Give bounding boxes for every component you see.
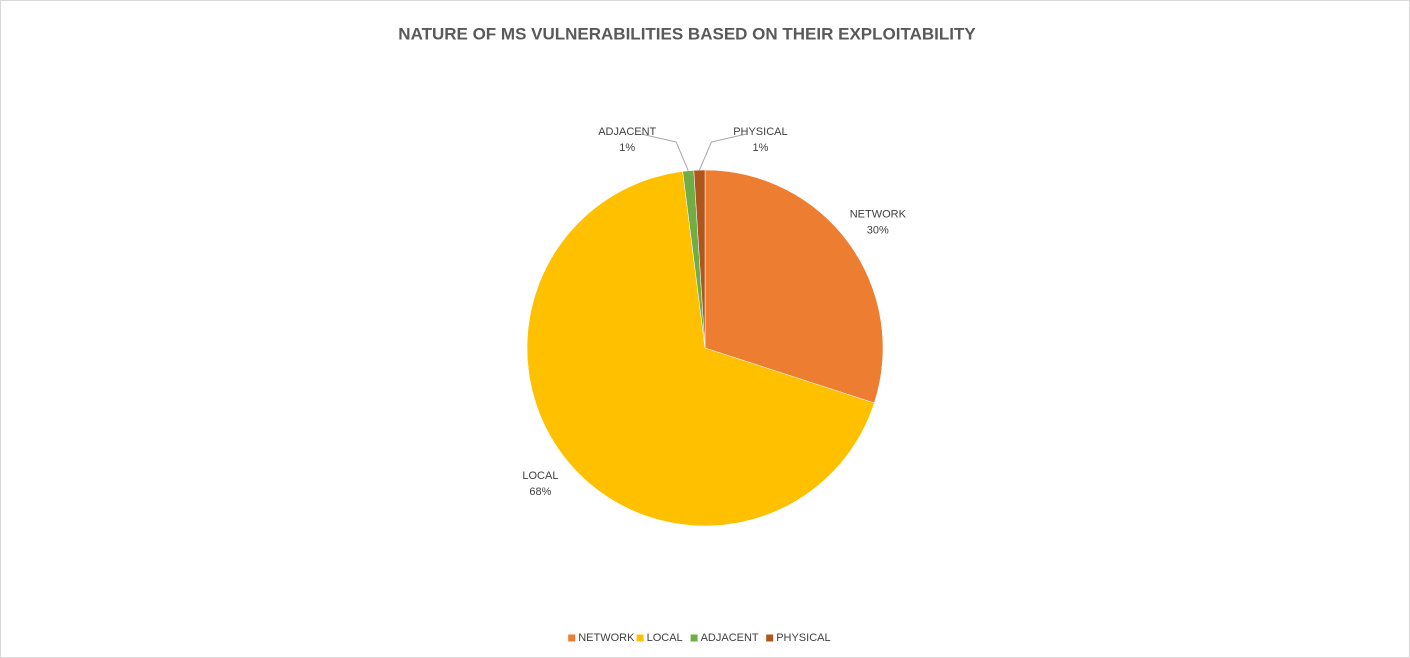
data-labels: NETWORK 30% LOCAL 68% ADJACENT 1% PHYSICAL 1% — [522, 126, 906, 498]
data-label-name: ADJACENT — [598, 126, 656, 138]
data-label-value: 1% — [619, 142, 635, 154]
legend: NETWORK LOCAL ADJACENT PHYSICAL — [568, 632, 831, 644]
legend-label: PHYSICAL — [776, 632, 830, 644]
data-label-name: PHYSICAL — [733, 126, 787, 138]
leader-line — [698, 133, 747, 171]
legend-swatch — [690, 634, 698, 642]
data-label-name: NETWORK — [850, 208, 907, 220]
data-label-value: 1% — [752, 142, 768, 154]
leader-line — [641, 133, 689, 171]
legend-label: NETWORK — [578, 632, 635, 644]
data-label-value: 30% — [867, 224, 889, 236]
legend-swatch — [636, 634, 644, 642]
data-label-value: 68% — [529, 486, 551, 498]
legend-swatch — [766, 634, 774, 642]
legend-label: ADJACENT — [701, 632, 759, 644]
pie-slice — [526, 171, 875, 527]
chart-title: NATURE OF MS VULNERABILITIES BASED ON TH… — [398, 24, 976, 43]
pie — [526, 169, 884, 527]
data-label-name: LOCAL — [522, 470, 558, 482]
legend-swatch — [568, 634, 576, 642]
pie-slice — [704, 169, 884, 404]
legend-label: LOCAL — [647, 632, 683, 644]
